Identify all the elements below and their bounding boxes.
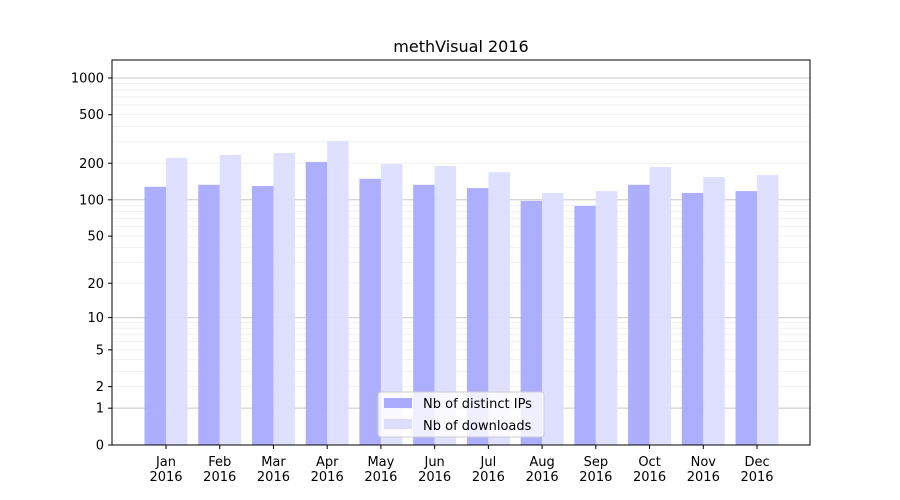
bar-downloads [166, 157, 188, 445]
x-tick-label: Sep 2016 [579, 455, 612, 485]
y-tick-label: 20 [87, 277, 104, 292]
legend-label-ips: Nb of distinct IPs [423, 397, 532, 412]
y-tick-label: 1 [96, 402, 104, 417]
y-tick-label: 10 [87, 311, 104, 326]
x-tick-label: Jul 2016 [472, 455, 505, 485]
bar-downloads [273, 152, 295, 445]
bar-downloads [703, 177, 725, 446]
x-tick-label: Apr 2016 [311, 455, 344, 485]
x-tick-label: Mar 2016 [257, 455, 290, 485]
x-tick-label: Oct 2016 [633, 455, 666, 485]
bar-downloads [434, 165, 457, 445]
bar-downloads [327, 140, 349, 445]
legend-label-downloads: Nb of downloads [423, 419, 532, 434]
y-tick-label: 50 [87, 230, 104, 245]
bar-ips [413, 184, 435, 446]
bar-ips [628, 184, 650, 446]
legend-swatch-ips [384, 398, 412, 408]
bar-downloads [542, 192, 564, 445]
y-tick-label: 500 [79, 108, 104, 123]
legend-swatch-downloads [384, 419, 412, 429]
bar-ips [520, 200, 543, 445]
x-tick-label: May 2016 [364, 455, 397, 485]
y-tick-label: 0 [96, 439, 104, 454]
bar-downloads [757, 175, 779, 445]
bar-ips [198, 184, 220, 446]
y-tick-label: 2 [96, 380, 104, 395]
bar-ips [305, 161, 328, 445]
bar-ips [574, 205, 596, 445]
x-tick-label: Dec 2016 [740, 455, 773, 485]
bar-downloads [488, 172, 510, 446]
bar-downloads [595, 191, 618, 445]
y-tick-label: 200 [79, 157, 104, 172]
chart-title: methVisual 2016 [393, 37, 528, 56]
bar-ips [251, 185, 274, 445]
x-tick-label: Jan 2016 [149, 455, 182, 485]
bar-ips [359, 178, 381, 445]
legend: Nb of distinct IPs Nb of downloads [377, 391, 545, 438]
y-tick-label: 5 [96, 343, 104, 358]
x-tick-label: Jun 2016 [418, 455, 451, 485]
bar-ips [466, 188, 489, 445]
y-tick-label: 1000 [71, 71, 104, 86]
bar-downloads [219, 154, 242, 445]
bar-ips [681, 192, 704, 445]
bar-ips [735, 191, 758, 445]
x-tick-label: Nov 2016 [687, 455, 720, 485]
bar-downloads [649, 167, 672, 445]
bar-ips [144, 186, 166, 445]
y-tick-label: 100 [79, 193, 104, 208]
bar-downloads [380, 164, 403, 445]
x-tick-label: Aug 2016 [526, 455, 559, 485]
plot-frame [111, 59, 811, 446]
x-tick-label: Feb 2016 [203, 455, 236, 485]
